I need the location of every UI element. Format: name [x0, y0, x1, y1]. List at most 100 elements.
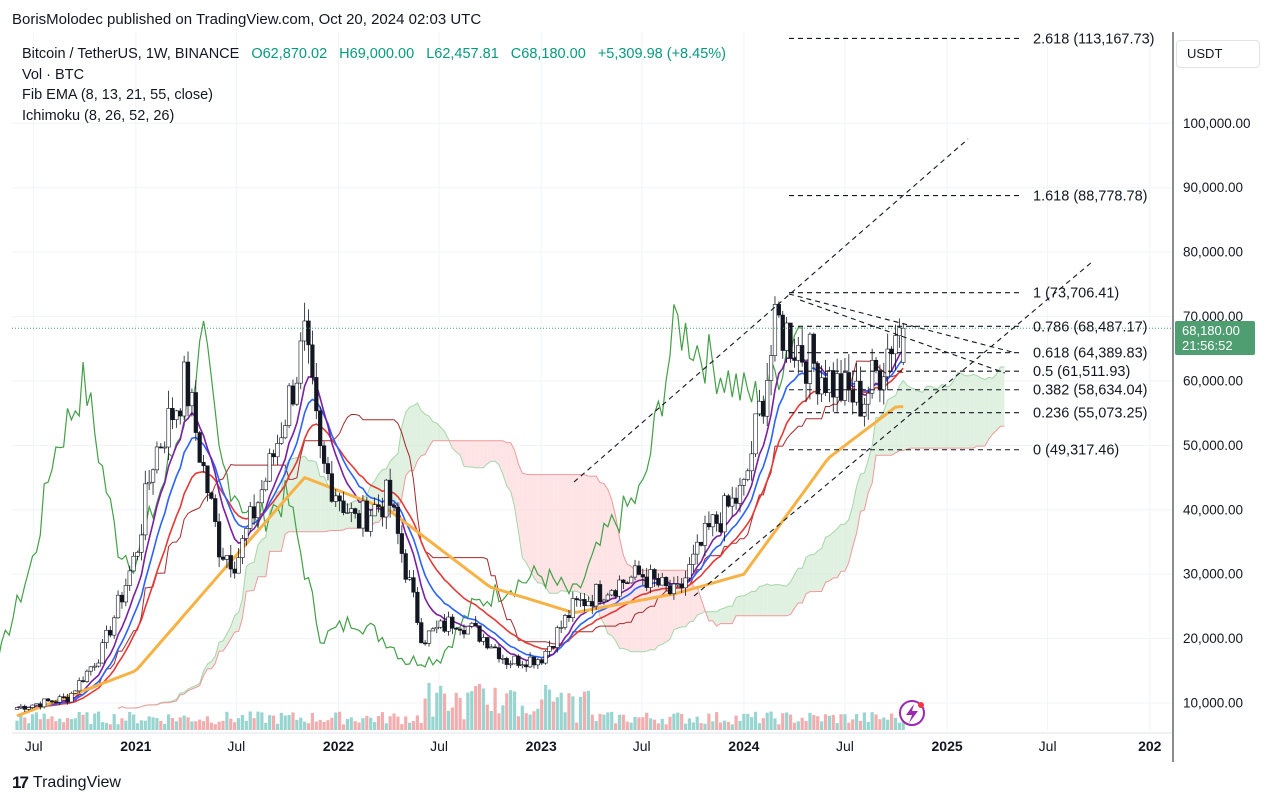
indicator-fib-ema[interactable]: Fib EMA (8, 13, 21, 55, close)	[22, 87, 214, 103]
volume-bar	[750, 717, 754, 730]
fib-level-label: 0.382 (58,634.04)	[1033, 383, 1147, 399]
volume-bar	[746, 713, 750, 730]
volume-bar	[27, 723, 31, 730]
candle-up	[722, 495, 727, 533]
volume-bar	[854, 714, 859, 730]
ichimoku-cloud-segment	[914, 389, 919, 449]
ichimoku-cloud-segment	[300, 456, 305, 532]
ichimoku-cloud-segment	[981, 378, 985, 447]
ichimoku-cloud-segment	[930, 386, 935, 449]
volume-bar	[128, 711, 132, 730]
indicator-ichimoku[interactable]: Ichimoku (8, 26, 52, 26)	[22, 107, 175, 124]
high-value: H69,000.00	[339, 46, 415, 62]
candle-up	[617, 579, 622, 597]
volume-bar	[415, 715, 419, 730]
volume-bar	[38, 719, 42, 730]
volume-bar	[46, 718, 50, 730]
volume-bar	[194, 721, 198, 730]
tradingview-logo[interactable]: 17 TradingView	[12, 772, 121, 794]
candle-down	[80, 680, 86, 682]
candle-down	[823, 377, 828, 393]
volume-bar	[707, 713, 711, 730]
candle-up	[294, 382, 299, 405]
tradingview-logo-icon: 17	[12, 773, 29, 792]
candle-up	[139, 534, 144, 553]
volume-bar	[528, 714, 532, 730]
volume-bar	[104, 722, 109, 730]
volume-bar	[792, 722, 797, 730]
x-tick-label: 2021	[120, 738, 151, 754]
volume-bar	[431, 716, 435, 730]
volume-bar	[886, 719, 890, 730]
volume-bar	[831, 714, 835, 730]
y-tick-label: 100,000.00	[1183, 116, 1251, 131]
volume-bar	[388, 716, 392, 730]
ema-21-line	[16, 367, 904, 709]
volume-bar	[571, 696, 575, 730]
candle-down	[846, 372, 851, 391]
ichimoku-cloud-segment	[452, 440, 457, 452]
ichimoku-cloud-segment	[537, 474, 542, 583]
candle-down	[314, 377, 319, 412]
volume-bar	[341, 724, 346, 730]
ichimoku-cloud-segment	[786, 582, 791, 616]
ichimoku-cloud-segment	[219, 640, 223, 652]
ichimoku-cloud-segment	[603, 483, 608, 634]
volume-bar	[563, 712, 567, 730]
volume-bar	[392, 713, 396, 730]
senkou-span-b	[117, 425, 1005, 709]
ichimoku-cloud-segment	[518, 463, 523, 558]
candle-up	[854, 380, 859, 403]
ichimoku-cloud-segment	[584, 474, 589, 596]
indicator-volume[interactable]: Vol · BTC	[22, 66, 85, 83]
volume-bar	[159, 720, 163, 730]
ichimoku-cloud-segment	[860, 473, 865, 512]
volume-bar	[629, 722, 633, 730]
fib-level-label: 0.618 (64,389.83)	[1033, 346, 1147, 362]
volume-bar	[699, 723, 703, 730]
volume-bar	[730, 724, 734, 730]
candle-down	[726, 495, 731, 507]
ichimoku-cloud-segment	[942, 384, 946, 449]
volume-bar	[703, 723, 707, 730]
volume-bar	[633, 716, 637, 730]
candle-down	[252, 506, 257, 518]
x-tick-label: 2023	[526, 738, 557, 754]
volume-bar	[820, 721, 824, 730]
candle-down	[271, 453, 276, 458]
volume-bar	[804, 721, 808, 730]
ichimoku-cloud-segment	[592, 476, 597, 605]
x-tick-label: Jul	[633, 738, 651, 754]
candle-down	[170, 408, 175, 421]
ichimoku-cloud-segment	[417, 403, 422, 461]
fib-level-label: 2.618 (113,167.73)	[1033, 31, 1154, 47]
candle-up	[901, 327, 906, 363]
volume-bar	[532, 711, 536, 730]
candle-up	[749, 453, 754, 472]
ichimoku-cloud-segment	[475, 440, 480, 468]
candle-down	[524, 664, 529, 668]
candle-up	[730, 497, 735, 507]
candle-up	[88, 666, 93, 672]
volume-bar	[439, 685, 443, 730]
candle-down	[220, 556, 226, 560]
fib-level-label: 1 (73,706.41)	[1033, 286, 1119, 302]
currency-button[interactable]: USDT	[1176, 40, 1260, 68]
fib-level-label: 0 (49,317.46)	[1033, 443, 1119, 459]
volume-bar	[446, 710, 451, 730]
candle-down	[803, 361, 809, 384]
candle-down	[201, 462, 206, 467]
ichimoku-cloud-segment	[712, 611, 717, 627]
volume-bar	[89, 724, 93, 730]
candle-down	[108, 630, 113, 636]
candle-up	[279, 437, 284, 444]
volume-bar	[400, 724, 404, 730]
ichimoku-cloud-segment	[833, 528, 838, 578]
volume-bar	[788, 714, 793, 730]
x-tick-label: Jul	[836, 738, 854, 754]
ichimoku-cloud-segment	[646, 570, 651, 652]
volume-bar	[353, 721, 357, 730]
ichimoku-cloud-segment	[471, 440, 476, 468]
candle-up	[842, 372, 848, 401]
